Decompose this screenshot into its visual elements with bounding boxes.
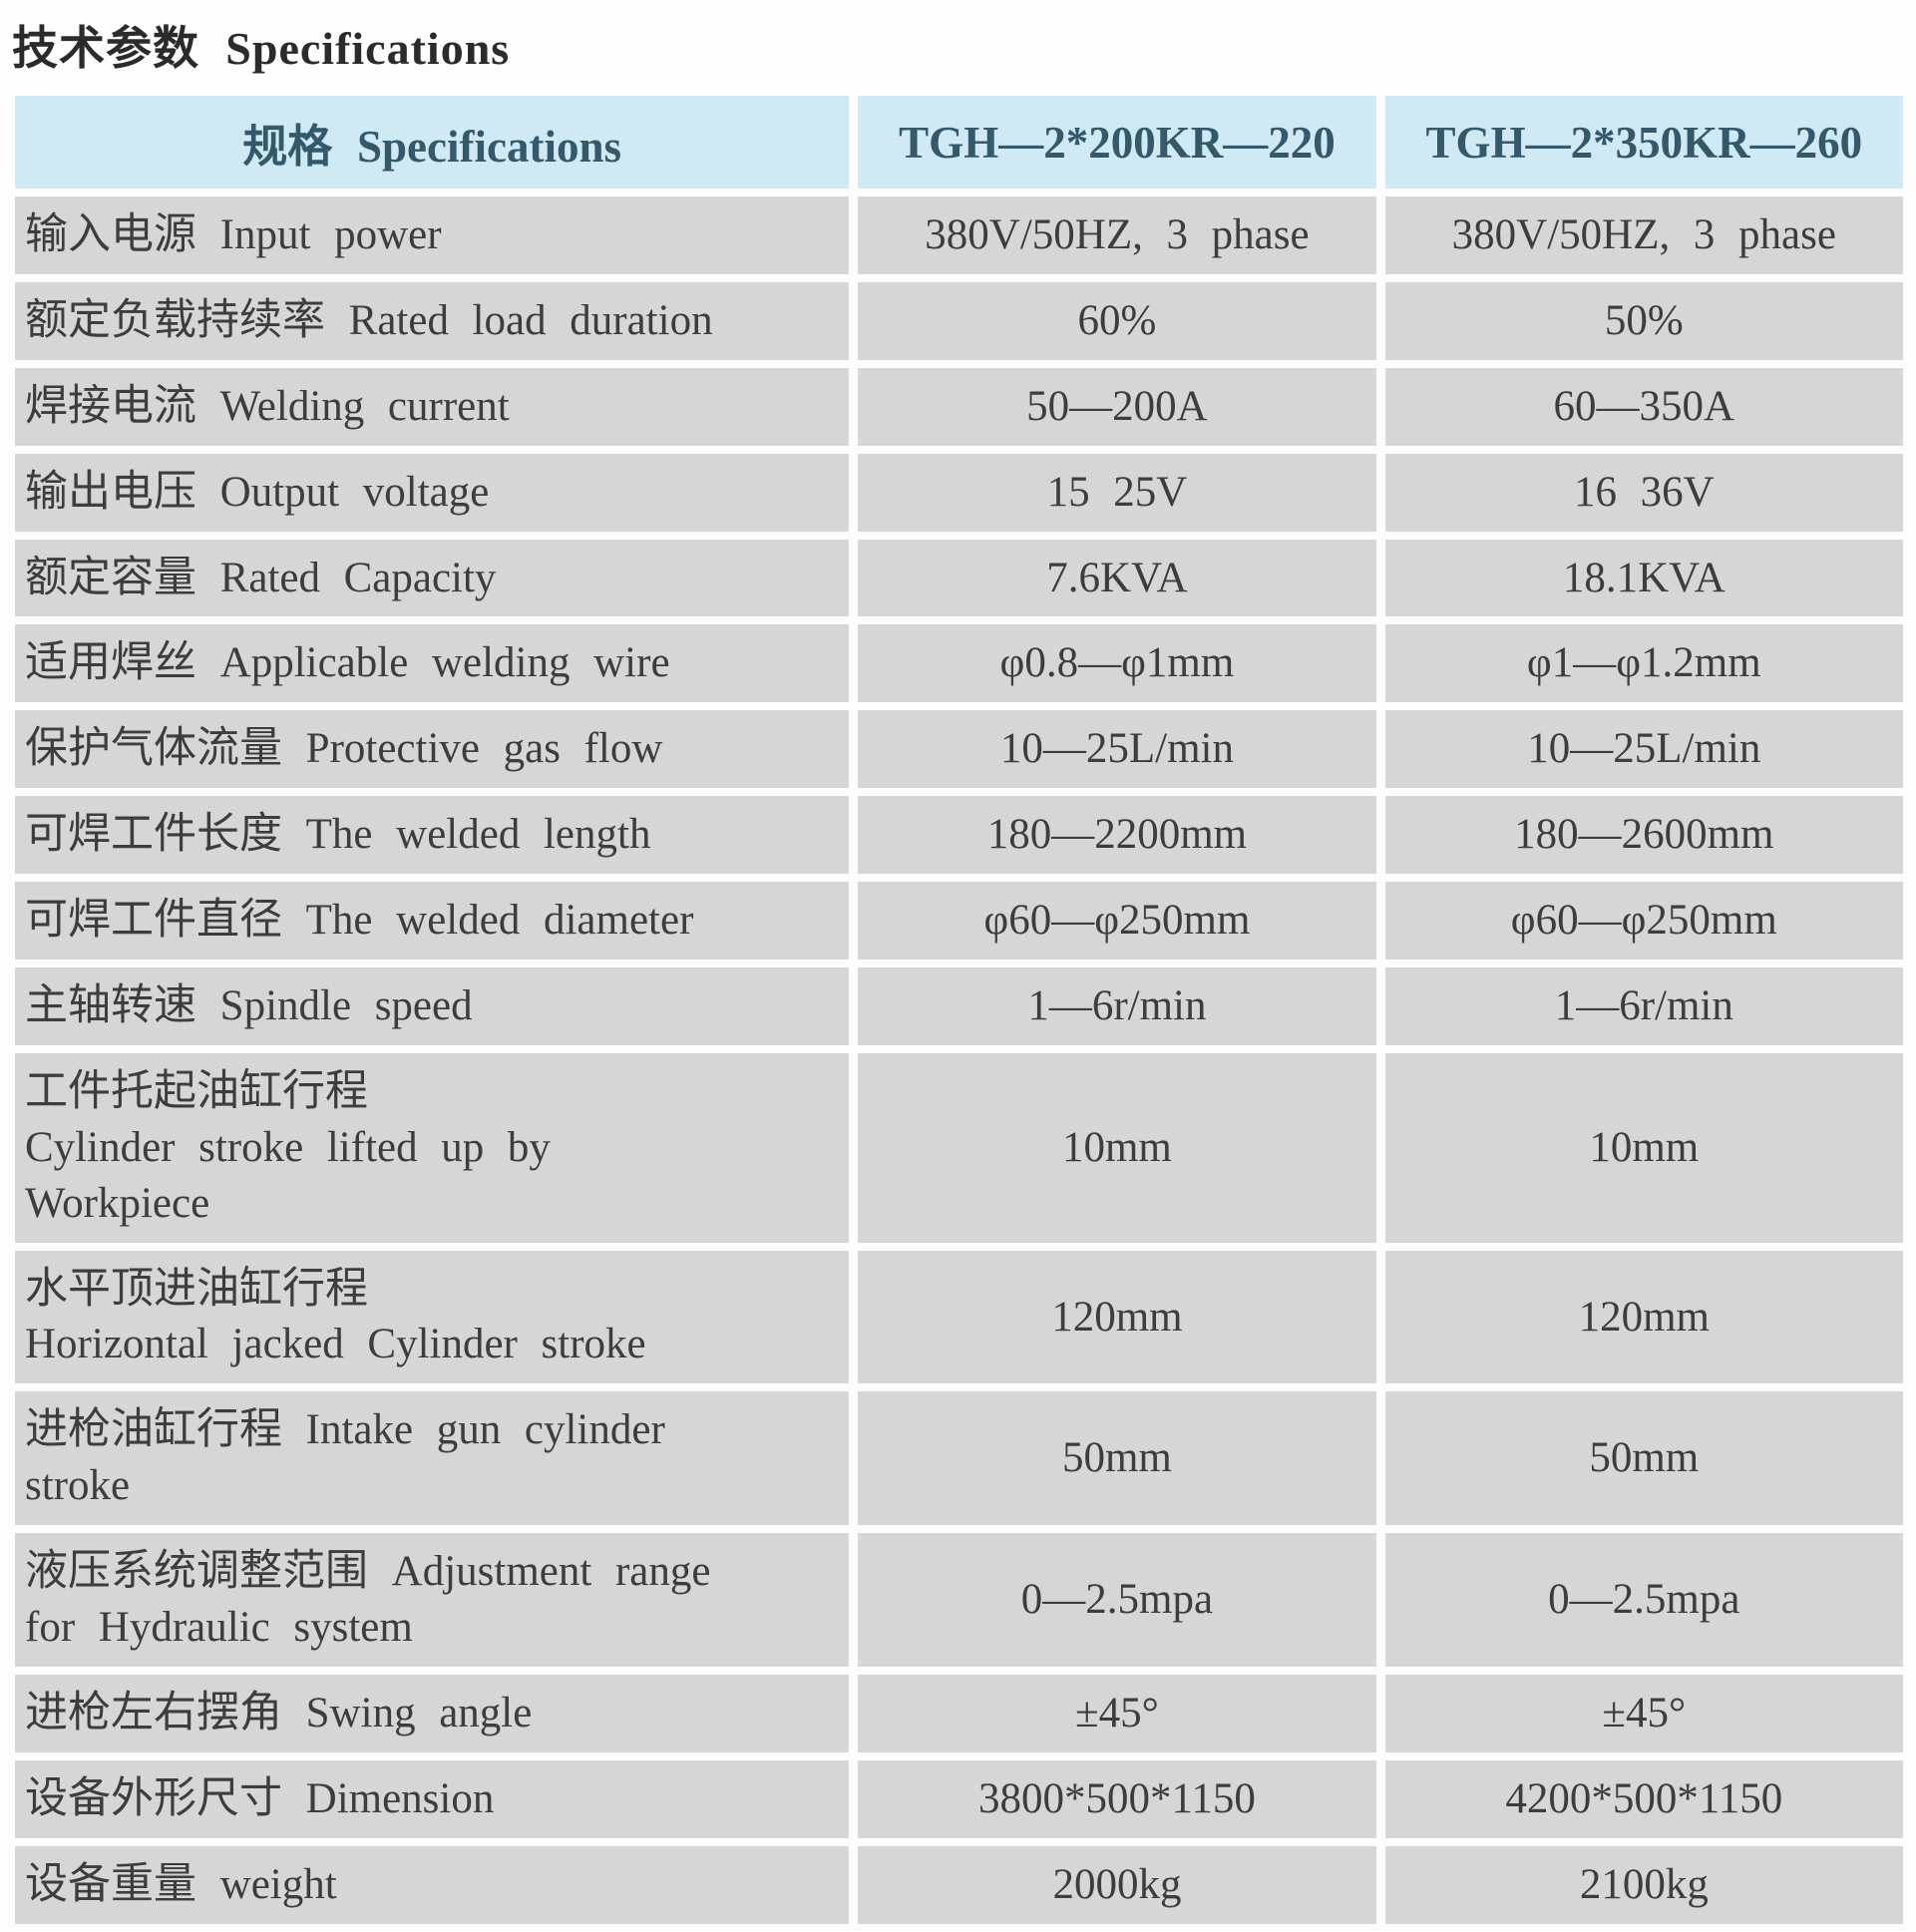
spec-value-model-1: 60%: [858, 281, 1376, 360]
spec-label: 焊接电流 Welding current: [15, 367, 850, 446]
spec-value-model-1: 10—25L/min: [858, 710, 1376, 789]
spec-label: 输出电压 Output voltage: [15, 453, 850, 532]
table-row: 输出电压 Output voltage 15 25V 16 36V: [15, 453, 1903, 532]
spec-label: 设备外形尺寸 Dimension: [15, 1759, 850, 1838]
table-row: 工件托起油缸行程 Cylinder stroke lifted up by Wo…: [15, 1052, 1903, 1243]
specifications-table: 规格 Specifications TGH—2*200KR—220 TGH—2*…: [6, 88, 1912, 1932]
spec-label: 适用焊丝 Applicable welding wire: [15, 624, 850, 703]
spec-value-model-1: 7.6KVA: [858, 539, 1376, 617]
table-row: 焊接电流 Welding current 50—200A 60—350A: [15, 367, 1903, 446]
table-row: 进枪左右摆角 Swing angle ±45° ±45°: [15, 1674, 1903, 1752]
spec-value-model-2: 0—2.5mpa: [1384, 1533, 1903, 1667]
header-model-1: TGH—2*200KR—220: [858, 96, 1376, 189]
spec-value-model-2: 60—350A: [1384, 367, 1903, 446]
page-title: 技术参数 Specifications: [12, 23, 511, 74]
spec-value-model-1: 0—2.5mpa: [858, 1533, 1376, 1667]
spec-value-model-2: 120mm: [1384, 1250, 1903, 1384]
spec-value-model-1: 120mm: [858, 1250, 1376, 1384]
spec-value-model-2: 4200*500*1150: [1384, 1759, 1903, 1838]
table-row: 输入电源 Input power 380V/50HZ, 3 phase 380V…: [15, 196, 1903, 274]
spec-value-model-2: 10mm: [1384, 1052, 1903, 1243]
spec-value-model-1: 50mm: [858, 1391, 1376, 1526]
spec-value-model-2: 50mm: [1384, 1391, 1903, 1526]
table-row: 进枪油缸行程 Intake gun cylinder stroke 50mm 5…: [15, 1391, 1903, 1526]
spec-label: 额定容量 Rated Capacity: [15, 539, 850, 617]
spec-value-model-1: 380V/50HZ, 3 phase: [858, 196, 1376, 274]
spec-label: 进枪油缸行程 Intake gun cylinder stroke: [15, 1391, 850, 1526]
spec-value-model-1: φ60—φ250mm: [858, 882, 1376, 961]
spec-label: 输入电源 Input power: [15, 196, 850, 274]
table-row: 额定容量 Rated Capacity 7.6KVA 18.1KVA: [15, 539, 1903, 617]
spec-label: 进枪左右摆角 Swing angle: [15, 1674, 850, 1752]
spec-value-model-1: 1—6r/min: [858, 967, 1376, 1045]
spec-value-model-1: φ0.8—φ1mm: [858, 624, 1376, 703]
spec-value-model-2: 16 36V: [1384, 453, 1903, 532]
spec-value-model-1: ±45°: [858, 1674, 1376, 1752]
spec-value-model-1: 10mm: [858, 1052, 1376, 1243]
spec-value-model-1: 2000kg: [858, 1845, 1376, 1924]
spec-value-model-2: 180—2600mm: [1384, 796, 1903, 875]
table-row: 主轴转速 Spindle speed 1—6r/min 1—6r/min: [15, 967, 1903, 1045]
table-row: 可焊工件长度 The welded length 180—2200mm 180—…: [15, 796, 1903, 875]
table-row: 设备重量 weight 2000kg 2100kg: [15, 1845, 1903, 1924]
spec-value-model-1: 50—200A: [858, 367, 1376, 446]
table-row: 液压系统调整范围 Adjustment range for Hydraulic …: [15, 1533, 1903, 1667]
table-header-row: 规格 Specifications TGH—2*200KR—220 TGH—2*…: [15, 96, 1903, 189]
spec-value-model-2: ±45°: [1384, 1674, 1903, 1752]
table-row: 适用焊丝 Applicable welding wire φ0.8—φ1mm φ…: [15, 624, 1903, 703]
spec-label: 工件托起油缸行程 Cylinder stroke lifted up by Wo…: [15, 1052, 850, 1243]
table-row: 保护气体流量 Protective gas flow 10—25L/min 10…: [15, 710, 1903, 789]
spec-label: 设备重量 weight: [15, 1845, 850, 1924]
spec-label: 可焊工件长度 The welded length: [15, 796, 850, 875]
spec-value-model-2: 18.1KVA: [1384, 539, 1903, 617]
spec-label: 可焊工件直径 The welded diameter: [15, 882, 850, 961]
spec-value-model-2: 380V/50HZ, 3 phase: [1384, 196, 1903, 274]
spec-value-model-1: 180—2200mm: [858, 796, 1376, 875]
spec-value-model-2: 50%: [1384, 281, 1903, 360]
spec-value-model-2: 2100kg: [1384, 1845, 1903, 1924]
spec-value-model-2: 1—6r/min: [1384, 967, 1903, 1045]
spec-label: 保护气体流量 Protective gas flow: [15, 710, 850, 789]
spec-value-model-2: φ1—φ1.2mm: [1384, 624, 1903, 703]
header-spec-column: 规格 Specifications: [15, 96, 850, 189]
header-model-2: TGH—2*350KR—260: [1384, 96, 1903, 189]
table-row: 额定负载持续率 Rated load duration 60% 50%: [15, 281, 1903, 360]
table-row: 设备外形尺寸 Dimension 3800*500*1150 4200*500*…: [15, 1759, 1903, 1838]
spec-value-model-2: 10—25L/min: [1384, 710, 1903, 789]
spec-label: 主轴转速 Spindle speed: [15, 967, 850, 1045]
table-row: 可焊工件直径 The welded diameter φ60—φ250mm φ6…: [15, 882, 1903, 961]
spec-label: 液压系统调整范围 Adjustment range for Hydraulic …: [15, 1533, 850, 1667]
spec-value-model-1: 15 25V: [858, 453, 1376, 532]
spec-label: 水平顶进油缸行程 Horizontal jacked Cylinder stro…: [15, 1250, 850, 1384]
spec-value-model-1: 3800*500*1150: [858, 1759, 1376, 1838]
spec-value-model-2: φ60—φ250mm: [1384, 882, 1903, 961]
table-row: 水平顶进油缸行程 Horizontal jacked Cylinder stro…: [15, 1250, 1903, 1384]
spec-label: 额定负载持续率 Rated load duration: [15, 281, 850, 360]
